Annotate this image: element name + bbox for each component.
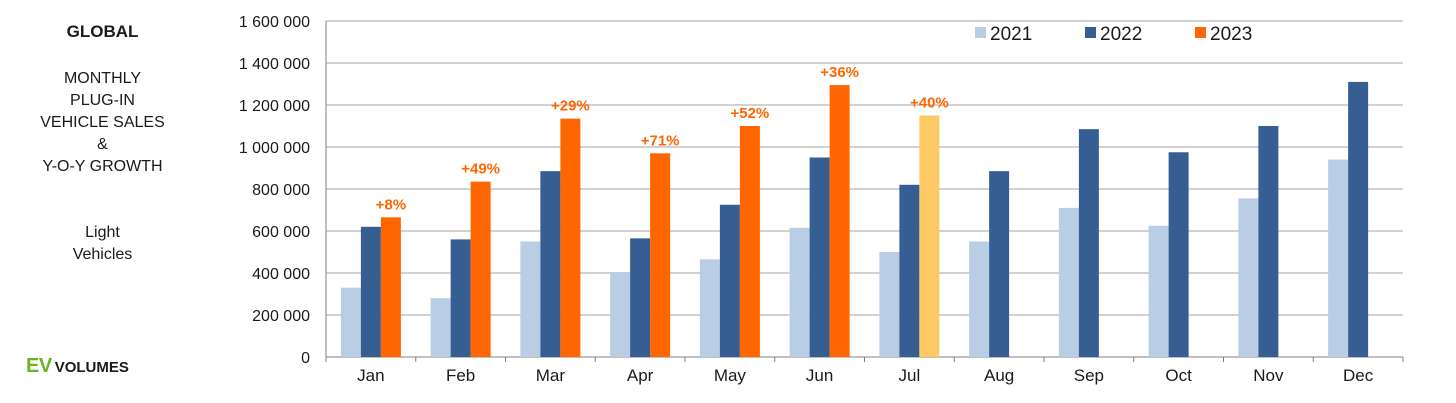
- x-tick-label: Feb: [446, 366, 475, 385]
- y-tick-label: 1 200 000: [239, 98, 310, 115]
- bar-2023: [829, 85, 850, 358]
- legend-swatch-2023: [1195, 27, 1206, 38]
- x-tick-label: Aug: [984, 366, 1014, 385]
- legend-label: 2023: [1210, 24, 1252, 45]
- subtitle-line: PLUG-IN: [70, 92, 135, 109]
- growth-label: +36%: [820, 64, 859, 81]
- x-tick-label: Jun: [806, 366, 833, 385]
- bar-2022: [630, 238, 651, 357]
- bar-2023: [919, 115, 940, 357]
- bar-2022: [719, 204, 740, 357]
- legend-swatch-2022: [1085, 27, 1096, 38]
- y-tick-label: 200 000: [252, 308, 310, 325]
- growth-label: +52%: [730, 105, 769, 122]
- subtitle-line: &: [97, 136, 108, 153]
- side-panel: GLOBAL MONTHLY PLUG-IN VEHICLE SALES & Y…: [0, 0, 205, 403]
- growth-label: +8%: [376, 196, 406, 213]
- x-tick-label: Jan: [357, 366, 384, 385]
- y-tick-label: 1 000 000: [239, 140, 310, 157]
- x-tick-label: Mar: [536, 366, 566, 385]
- y-tick-label: 800 000: [252, 182, 310, 199]
- bar-2021: [879, 252, 900, 357]
- growth-label: +40%: [910, 95, 949, 112]
- region-title: GLOBAL: [66, 22, 139, 41]
- bar-2021: [430, 298, 451, 357]
- bar-2023: [650, 153, 671, 357]
- growth-label: +71%: [641, 132, 680, 149]
- bar-2021: [340, 287, 361, 357]
- bar-2021: [969, 241, 990, 357]
- vehicle-category: Light Vehicles: [0, 222, 205, 266]
- x-tick-label: Jul: [899, 366, 921, 385]
- growth-label: +29%: [551, 98, 590, 115]
- logo-ev: EV: [26, 355, 52, 377]
- legend-label: 2022: [1100, 24, 1142, 45]
- bar-2021: [699, 259, 720, 357]
- bar-2022: [1258, 126, 1279, 357]
- bar-2023: [380, 217, 401, 357]
- y-tick-label: 1 600 000: [239, 14, 310, 31]
- bar-2023: [470, 181, 491, 357]
- category-line: Light: [85, 224, 120, 241]
- legend-label: 2021: [990, 24, 1032, 45]
- bar-2021: [1238, 198, 1259, 357]
- logo-volumes: VOLUMES: [54, 359, 129, 376]
- bar-2021: [789, 227, 810, 357]
- subtitle-line: Y-O-Y GROWTH: [42, 158, 163, 175]
- bar-2022: [1168, 152, 1189, 357]
- x-tick-label: May: [714, 366, 747, 385]
- x-tick-label: Nov: [1253, 366, 1284, 385]
- subtitle-line: VEHICLE SALES: [40, 114, 165, 131]
- bar-2022: [989, 171, 1010, 357]
- bar-2022: [360, 226, 381, 357]
- y-tick-label: 1 400 000: [239, 56, 310, 73]
- bar-2021: [1148, 225, 1169, 357]
- bar-2021: [1058, 207, 1079, 357]
- chart-subtitle: MONTHLY PLUG-IN VEHICLE SALES & Y-O-Y GR…: [0, 68, 205, 178]
- ev-volumes-logo: EV VOLUMES: [26, 355, 129, 378]
- subtitle-line: MONTHLY: [63, 70, 142, 87]
- x-tick-label: Dec: [1343, 366, 1374, 385]
- bar-2022: [1078, 129, 1099, 357]
- bar-2022: [899, 184, 920, 357]
- y-tick-label: 600 000: [252, 224, 310, 241]
- y-tick-label: 0: [301, 350, 310, 367]
- legend-swatch-2021: [975, 27, 986, 38]
- bar-2021: [1328, 159, 1349, 357]
- bar-2023: [739, 126, 760, 357]
- bar-2022: [540, 171, 561, 357]
- bar-2022: [450, 239, 471, 357]
- bar-2023: [560, 118, 581, 358]
- growth-label: +49%: [461, 161, 500, 178]
- bar-2022: [809, 157, 830, 357]
- category-line: Vehicles: [72, 246, 133, 263]
- x-tick-label: Apr: [627, 366, 654, 385]
- y-tick-label: 400 000: [252, 266, 310, 283]
- bar-2021: [610, 271, 631, 357]
- x-tick-label: Oct: [1165, 366, 1192, 385]
- bar-2021: [520, 241, 541, 357]
- bar-2022: [1348, 81, 1369, 358]
- x-tick-label: Sep: [1074, 366, 1104, 385]
